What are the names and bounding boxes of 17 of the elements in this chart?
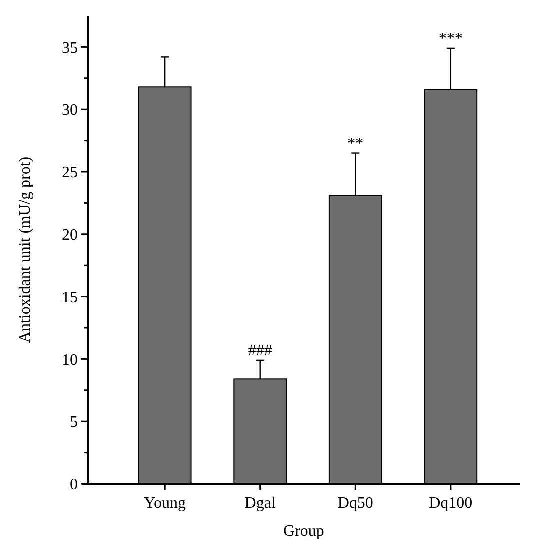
y-tick-label: 35: [62, 40, 78, 57]
y-tick-label: 10: [62, 352, 78, 369]
x-axis-title: Group: [284, 523, 324, 540]
annotation: ###: [248, 342, 272, 360]
x-tick-label: Dgal: [244, 495, 276, 512]
x-tick-label: Dq100: [429, 495, 473, 512]
y-tick-label: 30: [62, 102, 78, 120]
annotation: **: [348, 135, 364, 152]
y-tick-label: 25: [62, 164, 78, 182]
y-tick-label: 5: [70, 414, 78, 432]
y-axis-title: Antioxidant unit (mU/g prot): [17, 156, 34, 344]
y-tick-label: 20: [62, 227, 78, 244]
x-tick-label: Dq50: [338, 495, 374, 512]
y-tick-label: 15: [62, 289, 78, 306]
y-tick-label: 0: [70, 476, 78, 494]
x-tick-label: Young: [144, 495, 186, 512]
annotation: ***: [438, 30, 463, 48]
